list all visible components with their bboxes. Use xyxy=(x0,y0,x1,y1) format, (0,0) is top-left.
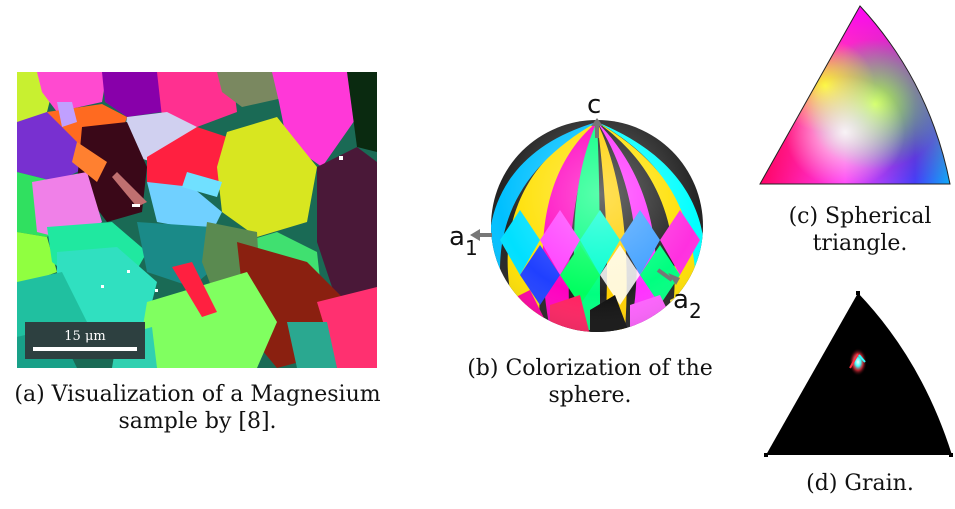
figure-d xyxy=(762,290,955,460)
scale-bar xyxy=(33,347,137,351)
caption-d-text: (d) Grain. xyxy=(806,471,914,496)
caption-a-line2: sample by [8]. xyxy=(118,409,277,434)
scale-bar-box xyxy=(25,322,145,359)
magnesium-grain-map: 15 μm xyxy=(17,72,377,368)
figure-b xyxy=(440,90,720,350)
axis-label-a1: a1 xyxy=(449,222,478,260)
caption-b-line1: (b) Colorization of the xyxy=(467,356,713,381)
axis-label-a2-sub: 2 xyxy=(688,299,702,323)
caption-c-line2: triangle. xyxy=(812,231,908,256)
axis-label-a1-letter: a xyxy=(449,222,465,252)
caption-b-line2: sphere. xyxy=(548,383,632,408)
spherical-triangle xyxy=(759,5,951,185)
caption-c: (c) Spherical triangle. xyxy=(760,203,955,257)
caption-c-line1: (c) Spherical xyxy=(788,204,932,229)
figure-a: 15 μm xyxy=(17,72,377,368)
caption-d: (d) Grain. xyxy=(760,470,955,497)
scale-bar-label: 15 μm xyxy=(64,329,105,344)
colorized-sphere xyxy=(470,118,703,332)
axis-label-a2-letter: a xyxy=(673,285,689,315)
figure-c xyxy=(755,2,955,188)
grain-triangle xyxy=(764,291,953,457)
axis-label-a1-sub: 1 xyxy=(464,236,478,260)
caption-b: (b) Colorization of the sphere. xyxy=(440,355,740,409)
axis-label-a2: a2 xyxy=(673,285,702,323)
caption-a: (a) Visualization of a Magnesium sample … xyxy=(0,381,395,435)
caption-a-line1: (a) Visualization of a Magnesium xyxy=(14,382,381,407)
axis-label-c: c xyxy=(587,90,602,120)
